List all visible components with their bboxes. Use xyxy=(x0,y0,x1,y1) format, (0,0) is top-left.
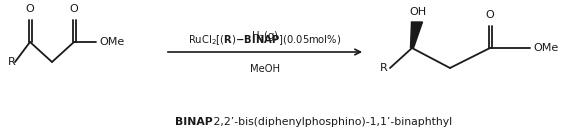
Text: O: O xyxy=(26,4,34,14)
Text: MeOH: MeOH xyxy=(250,64,280,74)
Text: O: O xyxy=(486,10,494,20)
Text: RuCl$_2$[($\bf{R}$)$\bf{-BINAP}$](0.05mol%): RuCl$_2$[($\bf{R}$)$\bf{-BINAP}$](0.05mo… xyxy=(188,33,342,47)
Text: OMe: OMe xyxy=(533,43,558,53)
Text: BINAP: BINAP xyxy=(175,117,213,127)
Text: 2,2’-bis(diphenylphosphino)-1,1’-binaphthyl: 2,2’-bis(diphenylphosphino)-1,1’-binapht… xyxy=(210,117,452,127)
Polygon shape xyxy=(411,22,422,48)
Text: OMe: OMe xyxy=(99,37,124,47)
Text: O: O xyxy=(70,4,78,14)
Text: R: R xyxy=(8,57,16,67)
Text: R: R xyxy=(380,63,388,73)
Text: OH: OH xyxy=(410,7,426,17)
Text: H$_2$(g): H$_2$(g) xyxy=(251,29,279,43)
